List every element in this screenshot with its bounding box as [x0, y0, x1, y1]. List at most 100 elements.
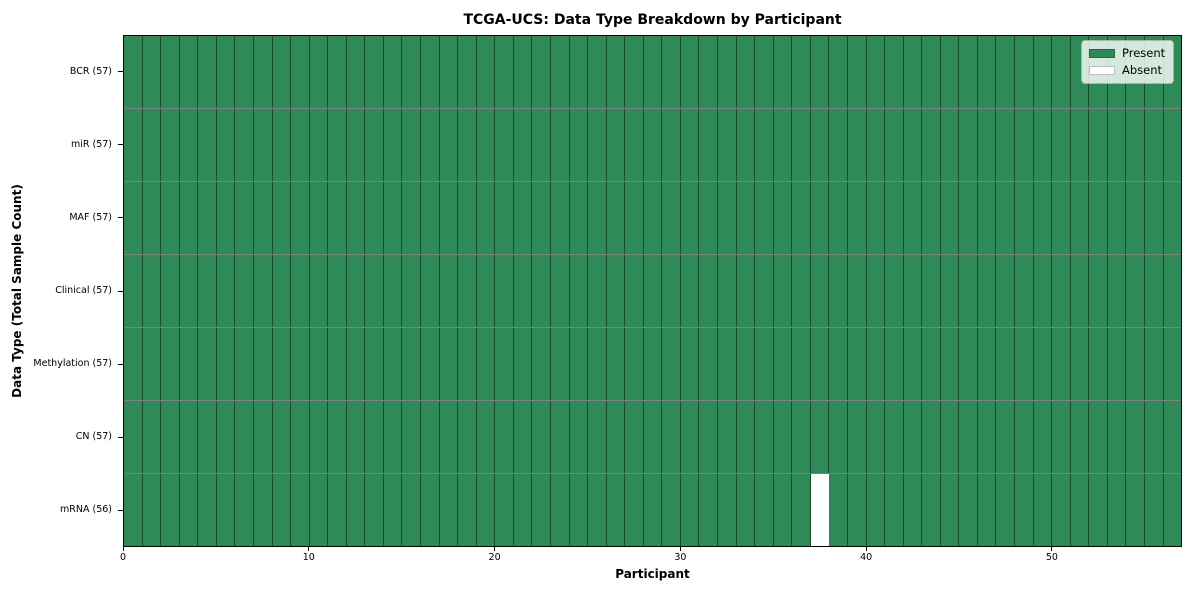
cell-Clinical-21 — [513, 255, 533, 327]
cell-mRNA-53 — [1107, 474, 1127, 546]
cell-mRNA-45 — [959, 474, 978, 546]
cell-MAF-19 — [476, 182, 496, 254]
cell-MAF-52 — [1089, 182, 1108, 254]
cell-Methylation-54 — [1126, 328, 1145, 400]
cell-CN-30 — [680, 401, 700, 473]
cell-Clinical-42 — [903, 255, 923, 327]
cell-miR-18 — [458, 109, 477, 181]
cell-Clinical-2 — [161, 255, 180, 327]
cell-Clinical-29 — [662, 255, 681, 327]
cell-miR-46 — [977, 109, 997, 181]
cell-Methylation-45 — [959, 328, 978, 400]
cell-CN-7 — [253, 401, 273, 473]
cell-mRNA-37 — [810, 474, 830, 546]
cell-BCR-3 — [179, 36, 199, 108]
cell-BCR-1 — [142, 36, 162, 108]
cell-mRNA-42 — [903, 474, 923, 546]
cell-BCR-24 — [569, 36, 589, 108]
cell-Clinical-37 — [810, 255, 830, 327]
cell-miR-2 — [161, 109, 180, 181]
cell-Methylation-30 — [680, 328, 700, 400]
heatmap-row-MAF — [124, 182, 1182, 255]
cell-MAF-45 — [959, 182, 978, 254]
x-tick-mark — [865, 547, 867, 551]
cell-miR-3 — [179, 109, 199, 181]
cell-CN-20 — [495, 401, 514, 473]
cell-BCR-40 — [866, 36, 886, 108]
cell-miR-5 — [216, 109, 236, 181]
x-tick-label-30: 30 — [674, 552, 687, 563]
cell-Clinical-45 — [959, 255, 978, 327]
cell-MAF-33 — [736, 182, 756, 254]
cell-Clinical-5 — [216, 255, 236, 327]
cell-mRNA-49 — [1033, 474, 1053, 546]
heatmap-row-Clinical — [124, 255, 1182, 328]
cell-Clinical-10 — [309, 255, 329, 327]
cell-CN-55 — [1144, 401, 1164, 473]
cell-Methylation-14 — [383, 328, 403, 400]
cell-CN-17 — [439, 401, 459, 473]
cell-mRNA-29 — [662, 474, 681, 546]
cell-CN-44 — [940, 401, 960, 473]
legend-item-present: Present — [1089, 47, 1166, 60]
cell-miR-10 — [309, 109, 329, 181]
y-tick-label-CN: CN (57) — [75, 431, 112, 443]
cell-miR-24 — [569, 109, 589, 181]
cell-mRNA-56 — [1163, 474, 1182, 546]
cell-miR-4 — [198, 109, 217, 181]
cell-Methylation-53 — [1107, 328, 1127, 400]
cell-mRNA-39 — [847, 474, 867, 546]
cell-CN-5 — [216, 401, 236, 473]
cell-CN-18 — [458, 401, 477, 473]
cell-MAF-47 — [996, 182, 1015, 254]
cell-miR-40 — [866, 109, 886, 181]
cell-Methylation-37 — [810, 328, 830, 400]
cell-Methylation-49 — [1033, 328, 1053, 400]
cell-miR-6 — [235, 109, 254, 181]
cell-Clinical-16 — [421, 255, 440, 327]
cell-Clinical-24 — [569, 255, 589, 327]
heatmap-row-CN — [124, 401, 1182, 474]
cell-CN-4 — [198, 401, 217, 473]
cell-BCR-11 — [328, 36, 347, 108]
cell-CN-23 — [550, 401, 570, 473]
cell-Clinical-12 — [346, 255, 366, 327]
cell-Clinical-22 — [532, 255, 551, 327]
cell-Methylation-34 — [755, 328, 774, 400]
heatmap-row-miR — [124, 109, 1182, 182]
cell-Clinical-31 — [699, 255, 718, 327]
cell-miR-52 — [1089, 109, 1108, 181]
cell-MAF-8 — [272, 182, 292, 254]
cell-CN-12 — [346, 401, 366, 473]
cell-miR-55 — [1144, 109, 1164, 181]
cell-BCR-48 — [1015, 36, 1034, 108]
cell-BCR-0 — [124, 36, 143, 108]
cell-MAF-14 — [383, 182, 403, 254]
cell-mRNA-22 — [532, 474, 551, 546]
cell-miR-19 — [476, 109, 496, 181]
cell-miR-26 — [606, 109, 626, 181]
cell-Methylation-27 — [625, 328, 644, 400]
cell-Methylation-31 — [699, 328, 718, 400]
cell-mRNA-55 — [1144, 474, 1164, 546]
cell-BCR-41 — [885, 36, 904, 108]
cell-Clinical-6 — [235, 255, 254, 327]
cell-Clinical-28 — [643, 255, 663, 327]
x-tick-mark — [1051, 547, 1053, 551]
cell-mRNA-19 — [476, 474, 496, 546]
cell-miR-42 — [903, 109, 923, 181]
cell-BCR-28 — [643, 36, 663, 108]
cell-CN-22 — [532, 401, 551, 473]
cell-miR-9 — [291, 109, 310, 181]
cell-Clinical-27 — [625, 255, 644, 327]
cell-miR-14 — [383, 109, 403, 181]
cell-Methylation-43 — [922, 328, 941, 400]
cell-CN-34 — [755, 401, 774, 473]
cell-mRNA-44 — [940, 474, 960, 546]
cell-mRNA-14 — [383, 474, 403, 546]
cell-miR-30 — [680, 109, 700, 181]
cell-MAF-56 — [1163, 182, 1182, 254]
cell-mRNA-27 — [625, 474, 644, 546]
cell-MAF-2 — [161, 182, 180, 254]
heatmap-row-mRNA — [124, 474, 1182, 546]
